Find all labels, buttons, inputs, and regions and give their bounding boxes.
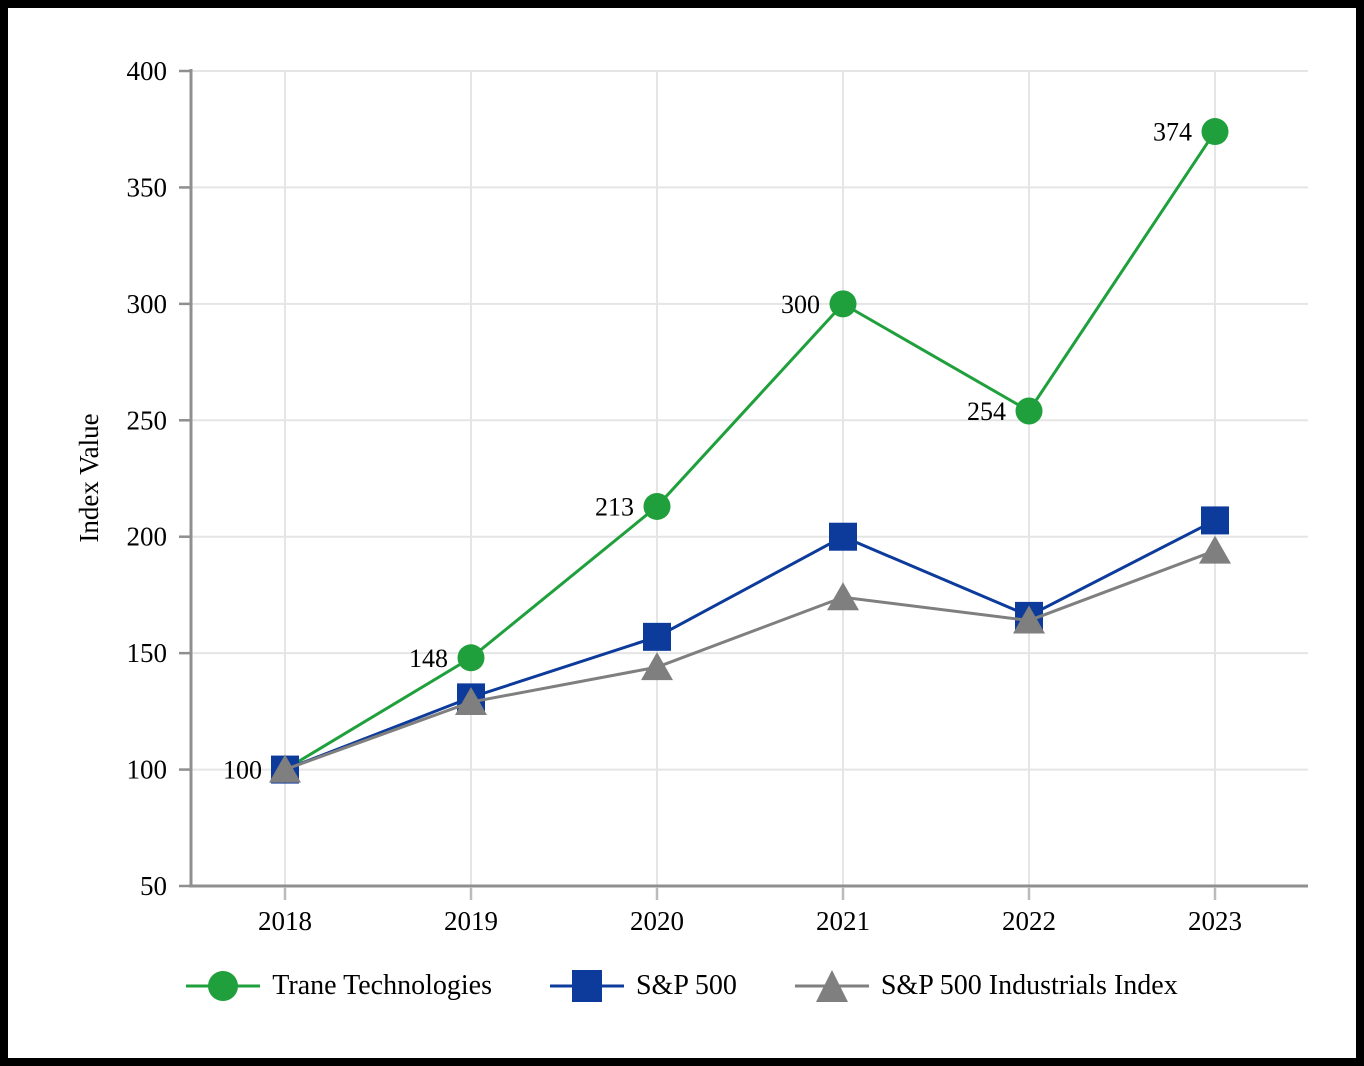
triangle-marker bbox=[269, 754, 301, 783]
circle-marker bbox=[1015, 397, 1043, 425]
triangle-marker bbox=[455, 687, 487, 716]
chart-legend: Trane Technologies S&P 500 S&P 500 Indus… bbox=[8, 954, 1356, 1018]
x-tick-label: 2021 bbox=[816, 906, 870, 936]
triangle-marker bbox=[1199, 535, 1231, 564]
data-label: 254 bbox=[967, 397, 1006, 426]
legend-item-trane-technologies: Trane Technologies bbox=[186, 966, 492, 1006]
y-tick-label: 200 bbox=[127, 522, 168, 552]
x-tick-label: 2022 bbox=[1002, 906, 1056, 936]
legend-label: Trane Technologies bbox=[272, 970, 492, 1001]
legend-triangle-marker-icon bbox=[794, 970, 869, 1002]
legend-label: S&P 500 Industrials Index bbox=[880, 970, 1178, 1001]
y-tick-label: 350 bbox=[127, 172, 168, 202]
legend-square-marker-icon bbox=[549, 970, 624, 1002]
x-tick-label: 2018 bbox=[258, 906, 312, 936]
data-label: 374 bbox=[1153, 118, 1192, 147]
data-label: 300 bbox=[781, 290, 820, 319]
y-tick-label: 400 bbox=[127, 56, 168, 86]
triangle-marker bbox=[827, 582, 859, 611]
x-tick-label: 2023 bbox=[1188, 906, 1242, 936]
series-line-circle bbox=[284, 130, 1217, 771]
circle-marker bbox=[457, 644, 485, 672]
circle-marker bbox=[643, 492, 671, 520]
triangle-marker bbox=[1013, 605, 1045, 634]
data-label: 213 bbox=[595, 492, 634, 521]
y-tick-label: 300 bbox=[127, 289, 168, 319]
triangle-marker bbox=[641, 652, 673, 681]
legend-item-sp500-industrials: S&P 500 Industrials Index bbox=[794, 966, 1178, 1006]
data-label: 100 bbox=[223, 756, 262, 785]
series-line-triangle bbox=[284, 549, 1216, 771]
square-marker bbox=[1201, 506, 1229, 535]
y-tick-label: 250 bbox=[127, 405, 168, 435]
performance-line-chart: 50 100 150 200 250 300 350 400 2018 2019 2020 2021 2… bbox=[74, 56, 1308, 936]
square-marker bbox=[829, 522, 857, 551]
legend-item-sp500: S&P 500 bbox=[549, 966, 737, 1006]
y-tick-label: 50 bbox=[140, 871, 167, 901]
y-tick-label: 100 bbox=[127, 755, 168, 785]
x-tick-label: 2019 bbox=[444, 906, 498, 936]
series-line-square bbox=[284, 519, 1216, 771]
x-tick-label: 2020 bbox=[630, 906, 684, 936]
circle-marker bbox=[829, 290, 857, 318]
circle-marker bbox=[1201, 118, 1229, 146]
y-axis-title: Index Value bbox=[74, 413, 104, 542]
y-tick-label: 150 bbox=[127, 638, 168, 668]
legend-label: S&P 500 bbox=[635, 970, 737, 1001]
legend-circle-marker-icon bbox=[186, 971, 261, 1001]
data-label: 148 bbox=[409, 644, 448, 673]
square-marker bbox=[643, 622, 671, 651]
